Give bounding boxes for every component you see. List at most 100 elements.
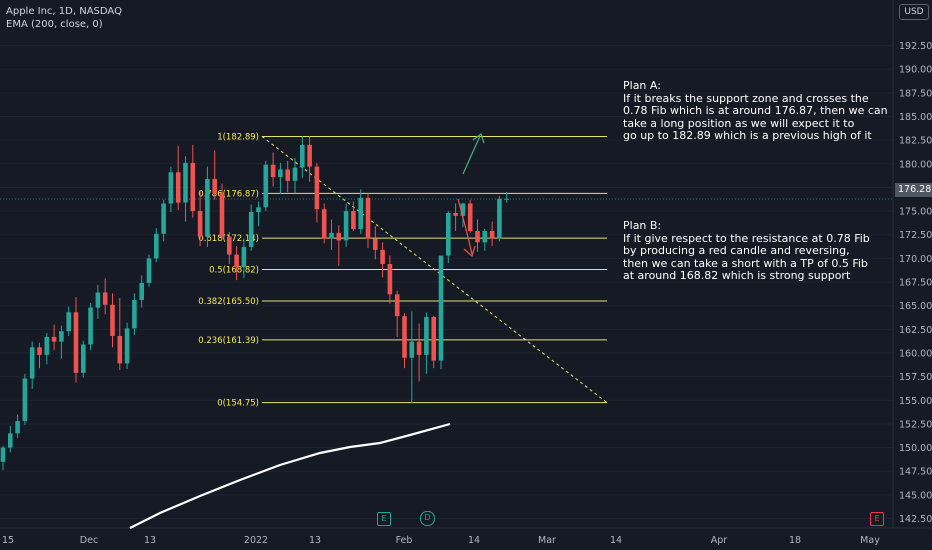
candle-body [387, 264, 393, 295]
candle-body [380, 249, 385, 265]
candle-body [161, 203, 166, 234]
candle-body [504, 198, 509, 200]
time-tick-label: 13 [144, 535, 156, 546]
candle-body [373, 238, 378, 250]
candle-body [307, 144, 312, 167]
candle-body [489, 230, 495, 239]
candle-body [51, 336, 57, 342]
price-tick-label: 172.50 [899, 230, 932, 241]
candle-body [59, 331, 64, 342]
price-tick-label: 142.50 [899, 514, 932, 525]
price-tick-label: 170.00 [899, 254, 932, 265]
candle-body [168, 172, 174, 204]
currency-label: USD [904, 7, 924, 17]
candle-body [15, 421, 20, 434]
time-tick-label: Apr [711, 535, 728, 546]
candle-body [416, 341, 422, 355]
candle-body [431, 317, 436, 361]
candle-body [88, 307, 93, 345]
upcoming-earnings-badge[interactable]: E [870, 512, 884, 526]
candle-body [460, 203, 466, 216]
time-tick-label: 2022 [244, 535, 268, 546]
plan-b-line: If it give respect to the resistance at … [623, 231, 870, 245]
time-tick-label: Mar [538, 535, 556, 546]
candle-body [73, 312, 79, 373]
candle-body [314, 166, 320, 210]
candle-body [321, 209, 327, 239]
candle-body [37, 347, 42, 355]
price-tick-label: 145.00 [899, 490, 932, 501]
fib-level-label: 1(182.89) [217, 132, 259, 142]
candle-body [446, 212, 451, 256]
price-tick-label: 160.00 [899, 348, 932, 359]
time-axis[interactable]: 15 Dec 13 2022 13 Feb 14 Mar 14 Apr 18 May [2, 535, 880, 546]
plan-a-line: Plan A: [623, 79, 661, 92]
fib-level-label: 0(154.75) [217, 399, 259, 409]
candle-body [183, 162, 188, 203]
price-tick-label: 155.00 [899, 396, 932, 407]
price-tick-label: 192.50 [899, 41, 932, 52]
candle-body [205, 178, 210, 237]
time-tick-label: 13 [309, 535, 321, 546]
dividend-badge[interactable]: D [420, 511, 435, 526]
earnings-badge-label: E [381, 514, 387, 523]
candle-body [438, 255, 444, 361]
candle-body [394, 294, 400, 317]
price-tick-label: 167.50 [899, 278, 932, 289]
candle-body [110, 304, 115, 336]
price-axis[interactable]: 142.50 145.00 147.50 150.00 152.50 155.00 157.… [892, 0, 932, 528]
last-price-value: 176.28 [898, 184, 932, 195]
time-tick-label: Feb [396, 535, 413, 546]
chart-legend: Apple Inc, 1D, NASDAQ EMA (200, close, 0… [6, 5, 122, 31]
candle-body [197, 211, 203, 237]
candle-body [190, 162, 196, 212]
earnings-badge[interactable]: E [377, 512, 391, 526]
candle-body [292, 167, 298, 181]
price-tick-label: 157.50 [899, 372, 932, 383]
plan-a-line: go up to 182.89 which is a previous high… [623, 129, 872, 142]
candle-body [154, 233, 159, 259]
price-tick-label: 187.50 [899, 88, 932, 99]
price-tick-label: 175.00 [899, 207, 932, 218]
candle-body [482, 230, 488, 243]
plan-b-line: by producing a red candle and reversing, [623, 244, 850, 257]
price-tick-label: 152.50 [899, 419, 932, 430]
candle-body [263, 164, 269, 208]
candle-body [81, 344, 86, 373]
dividend-badge-label: D [424, 513, 431, 522]
plan-a-line: take a long position as we will expect i… [623, 116, 855, 130]
currency-selector[interactable]: USD [899, 4, 929, 20]
candle-body [146, 258, 152, 283]
candle-body [124, 328, 130, 364]
price-tick-label: 147.50 [899, 467, 932, 478]
candle-body [44, 336, 50, 355]
candle-body [227, 236, 232, 255]
candle-body [358, 197, 363, 230]
candle-body [329, 232, 334, 239]
candle-body [351, 211, 356, 230]
candle-body [336, 232, 342, 241]
plan-b-note: Plan B: If it give respect to the resist… [623, 219, 870, 283]
candlestick-series [0, 136, 509, 471]
plan-a-line: If it breaks the support zone and crosse… [623, 91, 869, 105]
candle-body [285, 169, 290, 181]
ema-line [129, 422, 451, 529]
short-arrow-shaft [457, 198, 473, 255]
candle-body [241, 247, 247, 267]
fib-retracement[interactable]: 1(182.89)0.786(176.87)0.618(172.14)0.5(1… [198, 132, 608, 409]
candle-body [278, 169, 283, 178]
time-tick-label: 18 [789, 535, 801, 546]
fib-level-label: 0.786(176.87) [198, 189, 259, 199]
candle-body [270, 164, 276, 178]
candle-body [95, 292, 101, 308]
candle-body [132, 300, 137, 329]
projection-arrows [457, 133, 485, 258]
plan-b-line: Plan B: [623, 219, 662, 232]
price-tick-label: 182.50 [899, 136, 932, 147]
candle-body [234, 254, 239, 267]
candle-body [248, 212, 254, 248]
candle-body [475, 230, 480, 243]
candle-body [212, 178, 217, 194]
candle-body [343, 211, 349, 241]
